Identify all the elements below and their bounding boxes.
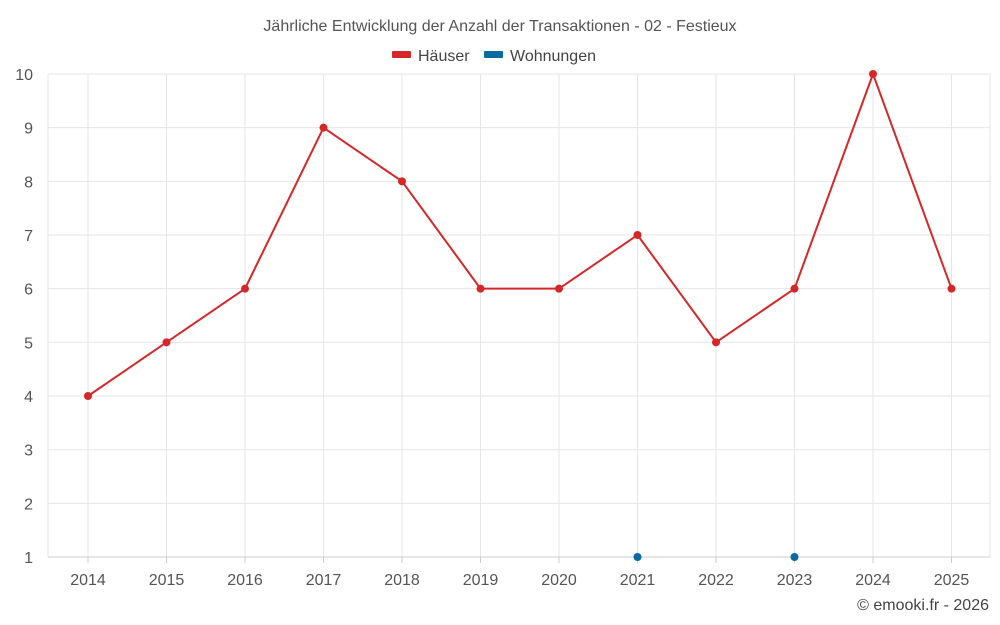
x-tick-label: 2024 <box>855 572 891 589</box>
x-tick-label: 2017 <box>306 572 342 589</box>
y-tick-label: 6 <box>24 282 33 299</box>
x-tick-label: 2020 <box>541 572 577 589</box>
data-point-haeuser-2023[interactable] <box>790 284 799 293</box>
x-tick-label: 2023 <box>777 572 813 589</box>
y-tick-label: 3 <box>24 443 33 460</box>
x-axis-tick-labels: 2014 2015 2016 2017 2018 2019 2020 2021 2022 2023… <box>70 572 969 589</box>
data-point-haeuser-2022[interactable] <box>712 338 720 347</box>
data-point-haeuser-2025[interactable] <box>947 284 956 293</box>
data-point-haeuser-2019[interactable] <box>476 284 485 293</box>
y-tick-label: 7 <box>24 228 33 245</box>
data-point-haeuser-2014[interactable] <box>84 392 92 400</box>
y-tick-label: 9 <box>24 121 33 138</box>
data-point-wohnungen-2023[interactable] <box>790 553 799 561</box>
series-line-haeuser <box>87 73 953 397</box>
x-tick-label: 2014 <box>70 572 106 589</box>
y-tick-label: 5 <box>24 335 33 352</box>
axes <box>48 556 990 563</box>
legend-label-wohnungen[interactable]: Wohnungen <box>510 48 596 65</box>
y-tick-label: 4 <box>24 389 33 406</box>
x-tick-label: 2022 <box>698 572 734 589</box>
data-point-haeuser-2018[interactable] <box>398 177 406 186</box>
legend-swatch-wohnungen[interactable] <box>484 51 503 58</box>
chart-title: Jährliche Entwicklung der Anzahl der Tra… <box>263 18 736 35</box>
data-point-haeuser-2024[interactable] <box>869 70 877 78</box>
x-tick-label: 2016 <box>227 572 263 589</box>
credit-text: © emooki.fr - 2026 <box>857 597 989 614</box>
y-tick-label: 10 <box>15 67 33 84</box>
legend-label-haeuser[interactable]: Häuser <box>418 48 470 65</box>
y-tick-label: 1 <box>24 550 33 567</box>
y-tick-label: 2 <box>24 496 33 513</box>
chart-legend: Häuser Wohnungen <box>392 48 596 65</box>
series-layer <box>84 70 956 561</box>
y-axis-tick-labels: 1 2 3 4 5 6 7 8 9 10 <box>15 67 33 567</box>
grid-lines <box>47 73 991 557</box>
series-haeuser <box>84 70 956 400</box>
x-tick-label: 2021 <box>620 572 656 589</box>
y-tick-label: 8 <box>24 174 33 191</box>
x-tick-label: 2015 <box>149 572 185 589</box>
data-point-haeuser-2017[interactable] <box>319 123 328 132</box>
x-tick-label: 2018 <box>384 572 420 589</box>
data-point-haeuser-2020[interactable] <box>555 284 563 293</box>
data-point-haeuser-2016[interactable] <box>241 284 249 293</box>
series-wohnungen <box>633 553 799 561</box>
x-tick-label: 2019 <box>463 572 499 589</box>
data-point-haeuser-2021[interactable] <box>633 231 642 239</box>
x-tick-label: 2025 <box>934 572 970 589</box>
data-point-haeuser-2015[interactable] <box>162 338 171 347</box>
data-point-wohnungen-2021[interactable] <box>633 553 642 561</box>
legend-swatch-haeuser[interactable] <box>392 51 411 58</box>
